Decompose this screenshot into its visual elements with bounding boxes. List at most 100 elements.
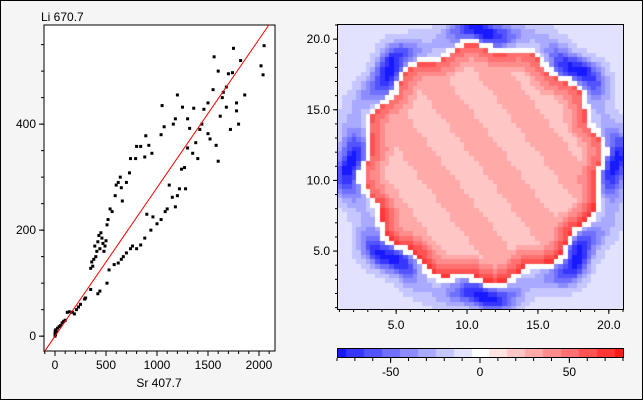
data-point [151,215,155,219]
data-point [139,243,143,247]
data-point [56,326,60,330]
data-point [94,255,98,259]
data-point [84,296,88,300]
data-point [119,186,123,190]
data-point [89,266,93,270]
data-point [145,212,149,216]
x-tick-label: 15.0 [526,318,550,332]
data-point [221,90,225,94]
data-point [100,236,104,240]
data-point [139,144,143,148]
data-point [119,257,123,261]
data-point [93,244,97,248]
data-point [124,251,128,255]
data-point [106,218,110,222]
data-point [98,247,102,251]
data-point [159,218,163,222]
y-axis-label: Li 670.7 [41,10,84,24]
data-point [150,151,154,155]
data-point [90,260,94,264]
data-point [124,180,128,184]
data-point [55,330,59,334]
data-point [171,122,175,126]
data-point [92,257,96,261]
data-point [114,183,118,187]
data-point [149,228,153,232]
data-point [79,302,83,306]
data-point [173,117,177,121]
x-tick-label: 500 [96,358,116,372]
data-point [211,88,215,92]
colorbar-frame [337,348,624,358]
data-point [143,236,147,240]
data-point [112,263,116,267]
data-point [128,247,132,251]
colorbar-tick-label: 0 [477,365,484,379]
data-point [239,59,243,63]
y-tick-label: 15.0 [307,103,331,117]
data-point [89,288,93,292]
data-point [144,134,148,138]
data-point [173,205,177,209]
data-point [175,194,179,198]
data-point [214,143,218,147]
data-point [212,55,216,59]
data-point [127,171,131,175]
colorbar [337,349,623,357]
colorbar-tick-label: 50 [563,365,577,379]
data-point [170,195,174,199]
data-point [143,155,147,159]
data-point [231,46,235,50]
data-point [128,157,132,161]
data-point [135,247,139,251]
data-point [206,132,210,136]
data-point [113,194,117,198]
data-point [175,93,179,97]
data-point [220,96,224,100]
x-tick-label: 20.0 [597,318,621,332]
data-point [259,64,263,68]
data-point [216,69,220,73]
x-axis-label: Sr 407.7 [136,376,182,390]
data-point [177,187,181,191]
data-point [186,146,190,150]
data-point [101,241,105,245]
data-point [57,325,61,329]
data-point [116,261,120,265]
x-tick-label: 1000 [144,358,171,372]
data-point [184,187,188,191]
heatmap-frame [337,24,624,310]
data-point [162,125,166,129]
data-point [96,292,100,296]
data-point [59,324,63,328]
data-point [192,106,196,110]
data-point [131,244,135,248]
data-point [116,180,120,184]
data-point [160,104,164,108]
data-point [194,141,198,145]
data-point [235,101,239,105]
data-point [74,308,78,312]
data-point [147,143,151,147]
data-point [102,249,106,253]
data-point [91,264,95,268]
x-tick-label: 0 [52,358,59,372]
data-point [135,144,139,148]
data-point [62,319,66,323]
data-point [196,157,200,161]
data-point [63,318,67,322]
data-point [198,127,202,131]
data-point [70,310,74,314]
data-point [183,166,187,170]
data-point [76,305,80,309]
data-point [96,240,100,244]
data-point [230,71,234,75]
data-point [121,255,125,259]
data-point [67,310,71,314]
data-point [167,183,171,187]
data-point [99,231,103,235]
data-point [218,114,222,118]
